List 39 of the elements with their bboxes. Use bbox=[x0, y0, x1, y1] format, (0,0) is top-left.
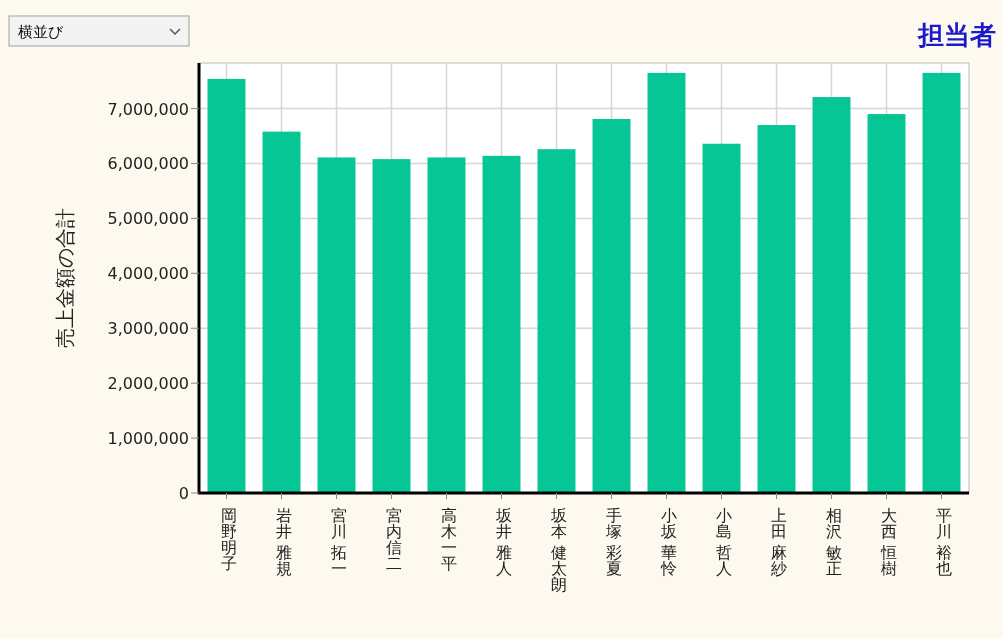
bar bbox=[427, 157, 466, 493]
y-tick-label: 6,000,000 bbox=[107, 154, 189, 174]
y-tick-label: 4,000,000 bbox=[107, 264, 189, 284]
bar bbox=[317, 157, 356, 493]
bar bbox=[262, 131, 301, 493]
x-tick-label: 坂本 健太朗 bbox=[550, 506, 567, 595]
y-tick-label: 0 bbox=[178, 484, 189, 503]
x-tick-label: 手塚 彩夏 bbox=[605, 506, 622, 579]
bar bbox=[647, 72, 686, 493]
y-tick-label: 3,000,000 bbox=[107, 319, 189, 339]
y-tick-label: 2,000,000 bbox=[107, 374, 189, 394]
y-tick-label: 7,000,000 bbox=[107, 99, 189, 119]
bar bbox=[757, 125, 796, 493]
chart-title: 担当者 bbox=[917, 20, 996, 50]
bar bbox=[867, 114, 906, 493]
x-tick-label: 高木一平 bbox=[441, 506, 457, 573]
x-tick-label: 岡野明子 bbox=[221, 506, 237, 573]
x-tick-label: 相沢 敏正 bbox=[826, 506, 842, 579]
bar bbox=[207, 78, 246, 493]
y-tick-label: 1,000,000 bbox=[107, 429, 189, 449]
bar bbox=[702, 143, 741, 493]
x-tick-label: 坂井 雅人 bbox=[495, 506, 512, 579]
bar bbox=[922, 72, 961, 493]
x-tick-label: 宮川 拓一 bbox=[330, 506, 347, 579]
x-tick-label: 大西 恒樹 bbox=[880, 506, 897, 579]
y-axis-title: 売上金額の合計 bbox=[53, 208, 77, 348]
y-tick-label: 5,000,000 bbox=[107, 209, 189, 229]
dropdown: 横並び bbox=[8, 15, 190, 47]
x-tick-label: 平川 裕也 bbox=[936, 506, 952, 579]
x-tick-label: 小坂 華怜 bbox=[660, 506, 677, 579]
bar bbox=[592, 119, 631, 493]
x-tick-label: 宮内信二 bbox=[386, 506, 402, 573]
bar bbox=[372, 159, 411, 493]
bar bbox=[537, 149, 576, 493]
x-tick-label: 上田 麻紗 bbox=[771, 506, 787, 579]
x-tick-label: 岩井 雅規 bbox=[276, 506, 292, 579]
bar bbox=[812, 97, 851, 493]
bar bbox=[482, 155, 521, 493]
x-tick-label: 小島 哲人 bbox=[716, 506, 732, 579]
